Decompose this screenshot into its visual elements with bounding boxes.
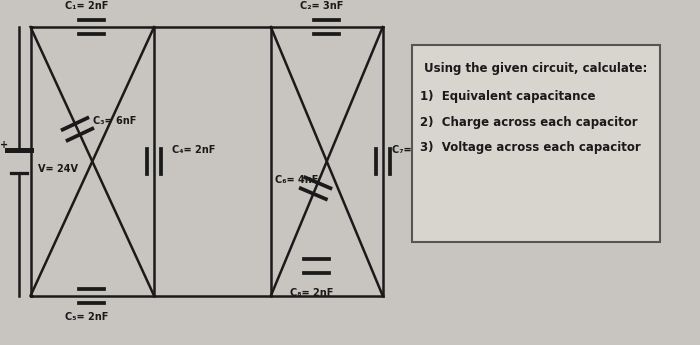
Text: 1)  Equivalent capacitance: 1) Equivalent capacitance [420, 90, 595, 103]
Text: V= 24V: V= 24V [38, 164, 78, 174]
Text: C₈= 2nF: C₈= 2nF [290, 288, 333, 298]
Text: C₆= 4nF: C₆= 4nF [274, 175, 318, 185]
Text: C₂= 3nF: C₂= 3nF [300, 1, 343, 11]
Text: C₄= 2nF: C₄= 2nF [172, 145, 215, 155]
Text: Using the given circuit, calculate:: Using the given circuit, calculate: [424, 62, 647, 76]
Text: C₁= 2nF: C₁= 2nF [65, 1, 108, 11]
Text: 3)  Voltage across each capacitor: 3) Voltage across each capacitor [420, 141, 640, 154]
Text: +: + [0, 140, 8, 150]
Text: 2)  Charge across each capacitor: 2) Charge across each capacitor [420, 116, 637, 129]
Text: C₇= 5nF: C₇= 5nF [393, 145, 436, 155]
Text: C₃= 6nF: C₃= 6nF [93, 116, 136, 126]
Text: C₅= 2nF: C₅= 2nF [65, 312, 108, 322]
FancyBboxPatch shape [412, 45, 660, 241]
